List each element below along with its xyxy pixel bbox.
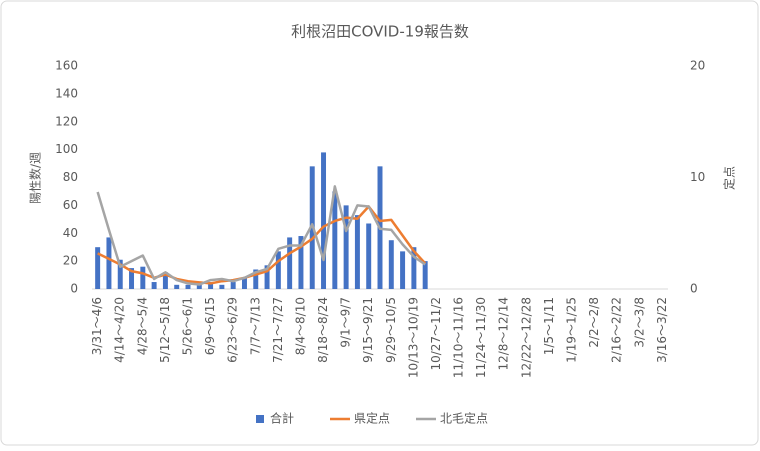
bar bbox=[354, 215, 360, 289]
bar bbox=[117, 259, 123, 289]
x-tick-label: 1/5～1/11 bbox=[542, 297, 556, 355]
x-tick-label: 7/7～7/13 bbox=[248, 297, 262, 355]
x-tick-label: 3/2～3/8 bbox=[632, 297, 646, 348]
x-tick-label: 2/16～2/22 bbox=[610, 297, 624, 363]
x-tick-label: 4/28～5/4 bbox=[135, 297, 149, 355]
bar bbox=[411, 247, 417, 289]
bar bbox=[400, 251, 406, 289]
y-axis-label: 陽性数/週 bbox=[28, 152, 43, 204]
x-tick-label: 12/8～12/14 bbox=[497, 297, 511, 371]
y-tick-label: 40 bbox=[63, 226, 78, 240]
y-tick-label: 140 bbox=[55, 86, 78, 100]
x-tick-label: 4/14～4/20 bbox=[113, 297, 127, 363]
bar bbox=[275, 251, 281, 289]
bar bbox=[95, 247, 101, 289]
bar bbox=[174, 284, 180, 289]
bar bbox=[219, 284, 225, 289]
x-tick-label: 12/22～12/28 bbox=[519, 297, 533, 378]
bar bbox=[253, 269, 259, 289]
y-tick-label: 60 bbox=[63, 198, 78, 212]
bar bbox=[298, 236, 304, 289]
bar bbox=[196, 284, 202, 289]
bar bbox=[185, 284, 191, 289]
bar bbox=[321, 152, 327, 289]
y2-tick-label: 20 bbox=[690, 59, 705, 73]
bar bbox=[264, 265, 270, 289]
legend-swatch bbox=[256, 415, 264, 423]
y-tick-label: 0 bbox=[70, 282, 78, 296]
x-tick-label: 2/2～2/8 bbox=[587, 297, 601, 348]
chart-title: 利根沼田COVID-19報告数 bbox=[291, 23, 469, 41]
bar bbox=[241, 277, 247, 289]
bar bbox=[151, 282, 157, 289]
y2-axis-label: 定点 bbox=[722, 166, 737, 190]
x-tick-label: 9/29～10/5 bbox=[384, 297, 398, 363]
y2-tick-label: 10 bbox=[690, 170, 705, 184]
bar bbox=[140, 266, 146, 289]
bar bbox=[230, 282, 236, 289]
x-tick-label: 9/15～9/21 bbox=[361, 297, 375, 363]
bar bbox=[287, 237, 293, 289]
x-tick-label: 6/23～6/29 bbox=[226, 297, 240, 363]
x-tick-label: 8/4～8/10 bbox=[293, 297, 307, 355]
y-tick-label: 80 bbox=[63, 170, 78, 184]
bar bbox=[343, 205, 349, 289]
x-tick-label: 7/21～7/27 bbox=[271, 297, 285, 363]
line bbox=[96, 185, 426, 286]
legend-label: 県定点 bbox=[354, 411, 390, 426]
bar bbox=[129, 268, 135, 289]
y-tick-label: 100 bbox=[55, 142, 78, 156]
x-tick-label: 11/10～11/16 bbox=[452, 297, 466, 378]
x-tick-label: 5/12～5/18 bbox=[158, 297, 172, 363]
y-tick-label: 160 bbox=[55, 59, 78, 73]
bar bbox=[366, 223, 372, 289]
bar bbox=[162, 272, 168, 289]
x-tick-label: 1/19～1/25 bbox=[565, 297, 579, 363]
bar bbox=[106, 237, 112, 289]
y2-tick-label: 0 bbox=[690, 282, 698, 296]
bar bbox=[208, 282, 214, 289]
x-tick-label: 10/27～11/2 bbox=[429, 297, 443, 371]
x-tick-label: 6/9～6/15 bbox=[203, 297, 217, 355]
x-tick-label: 10/13～10/19 bbox=[406, 297, 420, 378]
x-tick-label: 9/1～9/7 bbox=[339, 297, 353, 348]
x-tick-label: 3/16～3/22 bbox=[655, 297, 669, 363]
x-tick-label: 11/24～11/30 bbox=[474, 297, 488, 378]
y-tick-label: 20 bbox=[63, 254, 78, 268]
x-tick-label: 3/31～4/6 bbox=[90, 297, 104, 355]
x-tick-label: 5/26～6/1 bbox=[181, 297, 195, 355]
bar bbox=[422, 261, 428, 289]
y-tick-label: 120 bbox=[55, 114, 78, 128]
x-tick-label: 8/18～8/24 bbox=[316, 297, 330, 363]
bar bbox=[388, 240, 394, 289]
legend-label: 北毛定点 bbox=[440, 411, 488, 426]
bar bbox=[332, 191, 338, 289]
legend-label: 合計 bbox=[270, 411, 294, 426]
